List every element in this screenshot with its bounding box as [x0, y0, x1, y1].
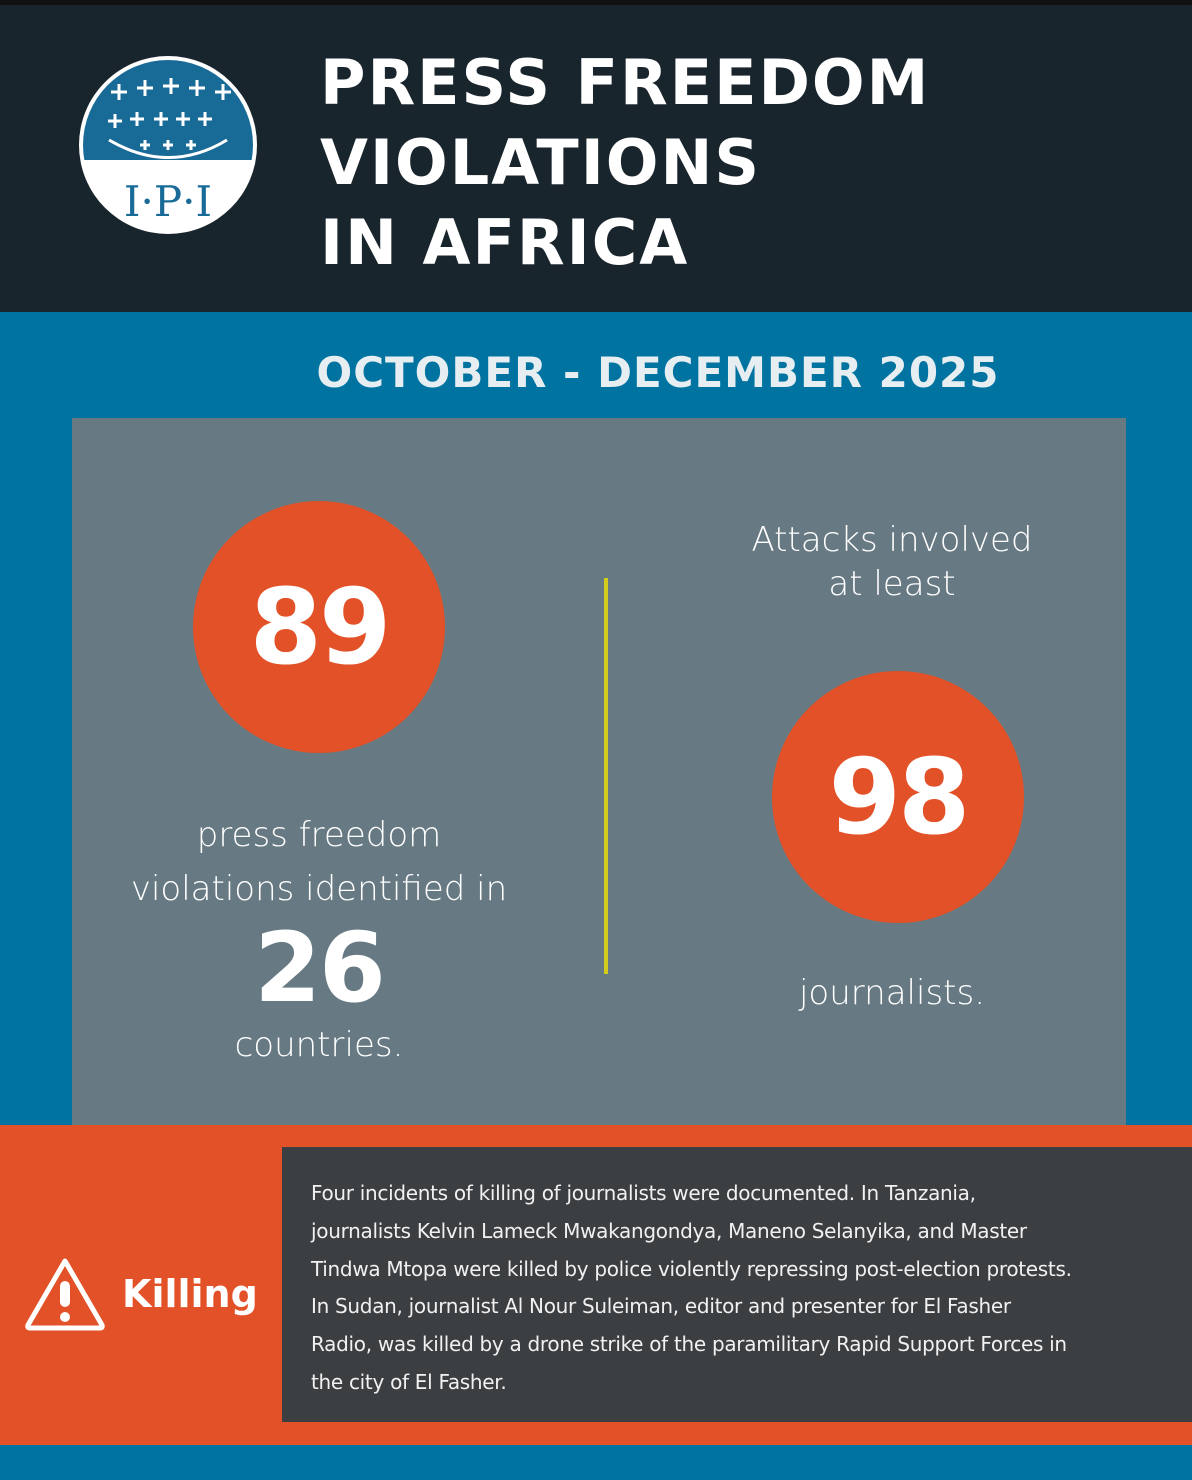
divider: [604, 578, 608, 974]
killing-section: Killing Four incidents of killing of jou…: [0, 1125, 1192, 1445]
countries-text: countries.: [234, 1025, 404, 1065]
ipi-logo: I·P·I: [79, 56, 257, 234]
description-line: Radio, was killed by a drone strike of t…: [311, 1332, 1067, 1357]
period-heading: OCTOBER - DECEMBER 2025: [316, 348, 1000, 397]
title-line: PRESS FREEDOM: [320, 46, 931, 119]
text-line: at least: [828, 564, 956, 604]
killing-title: Killing: [122, 1272, 258, 1316]
text-line: press freedom: [196, 815, 442, 855]
warning-triangle-icon: [25, 1258, 105, 1331]
header: I·P·I PRESS FREEDOM VIOLATIONS IN AFRICA: [0, 0, 1192, 312]
violations-count-circle: 89: [193, 501, 445, 753]
countries-count: 26: [254, 912, 386, 1024]
stats-panel: 89 press freedom violations identified i…: [72, 418, 1126, 1125]
page-title: PRESS FREEDOM VIOLATIONS IN AFRICA: [320, 43, 930, 283]
description-line: journalists Kelvin Lameck Mwakangondya, …: [311, 1218, 1027, 1243]
description-line: the city of El Fasher.: [311, 1369, 507, 1394]
title-line: IN AFRICA: [320, 206, 690, 279]
killing-label: Killing: [24, 1257, 258, 1331]
text-line: violations identified in: [130, 869, 508, 909]
title-line: VIOLATIONS: [320, 126, 762, 199]
description-line: Four incidents of killing of journalists…: [311, 1181, 976, 1205]
description-line: In Sudan, journalist Al Nour Suleiman, e…: [311, 1294, 1011, 1319]
journalists-intro: Attacks involved at least: [672, 518, 1112, 606]
killing-description: Four incidents of killing of journalists…: [282, 1147, 1192, 1422]
text-line: Attacks involved: [751, 520, 1033, 560]
journalists-count-circle: 98: [772, 671, 1024, 923]
description-line: Tindwa Mtopa were killed by police viole…: [311, 1256, 1072, 1281]
journalists-text: journalists.: [798, 973, 986, 1013]
violations-text: press freedom violations identified in: [72, 808, 566, 916]
logo-text: I·P·I: [124, 177, 212, 226]
